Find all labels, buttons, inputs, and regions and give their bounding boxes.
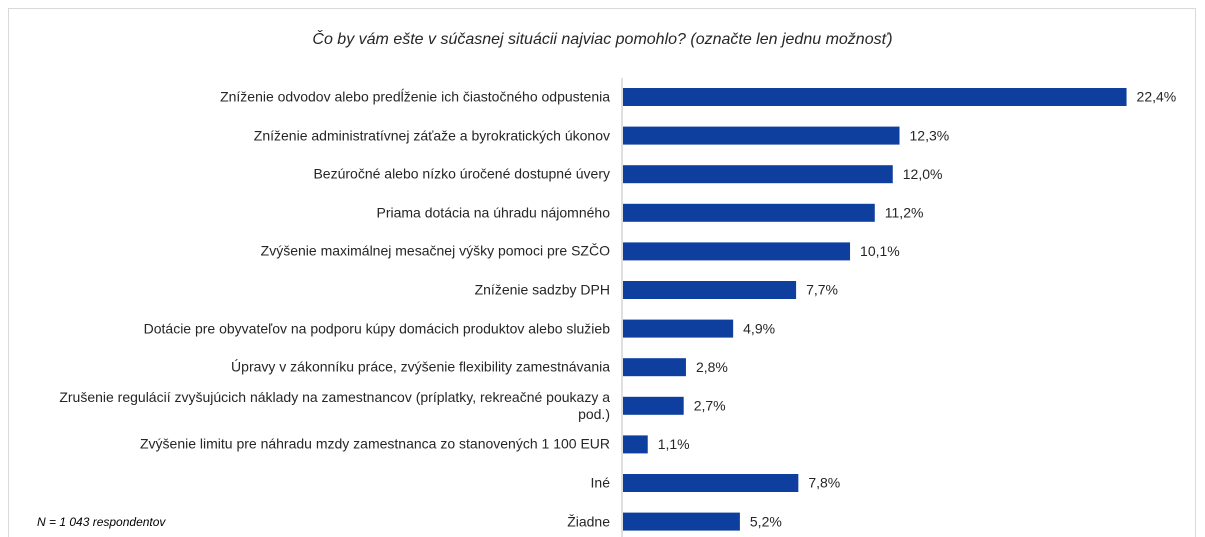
bar bbox=[623, 512, 740, 531]
bar bbox=[623, 281, 797, 299]
chart-title: Čo by vám ešte v súčasnej situácii najvi… bbox=[312, 31, 893, 48]
category-label: Zvýšenie maximálnej mesačnej výšky pomoc… bbox=[260, 242, 610, 259]
bar bbox=[623, 319, 734, 338]
data-label: 12,0% bbox=[903, 166, 943, 182]
data-label: 4,9% bbox=[743, 320, 775, 336]
bar bbox=[623, 242, 851, 261]
data-label: 5,2% bbox=[750, 513, 782, 529]
data-label: 2,8% bbox=[696, 359, 728, 375]
bar bbox=[623, 126, 900, 145]
bar bbox=[623, 358, 686, 377]
category-label: Zrušenie regulácií zvyšujúcich náklady n… bbox=[59, 388, 610, 422]
frame bbox=[8, 8, 1196, 537]
category-label: Zníženie sadzby DPH bbox=[474, 281, 610, 298]
category-label: Zníženie odvodov alebo predĺženie ich či… bbox=[220, 88, 610, 105]
data-label: 10,1% bbox=[860, 243, 900, 259]
data-label: 7,7% bbox=[806, 282, 838, 298]
bar bbox=[623, 435, 648, 454]
note: N = 1 043 respondentov bbox=[37, 515, 166, 529]
category-label: Dotácie pre obyvateľov na podporu kúpy d… bbox=[143, 320, 610, 337]
bar bbox=[623, 474, 799, 492]
category-label: Zvýšenie limitu pre náhradu mzdy zamestn… bbox=[139, 435, 610, 452]
data-label: 12,3% bbox=[910, 127, 950, 143]
data-label: 2,7% bbox=[694, 398, 726, 414]
category-label: Žiadne bbox=[567, 513, 610, 530]
data-label: 22,4% bbox=[1137, 89, 1177, 105]
data-label: 1,1% bbox=[658, 436, 690, 452]
category-label: Bezúročné alebo nízko úročené dostupné ú… bbox=[313, 165, 610, 182]
bar bbox=[623, 88, 1127, 106]
bar bbox=[623, 165, 893, 184]
data-label: 11,2% bbox=[885, 205, 924, 221]
bar bbox=[623, 396, 684, 415]
data-label: 7,8% bbox=[808, 475, 840, 491]
bar bbox=[623, 203, 875, 222]
category-label: Iné bbox=[590, 474, 610, 491]
category-label: Priama dotácia na úhradu nájomného bbox=[376, 204, 611, 221]
category-label: Zníženie administratívnej záťaže a byrok… bbox=[253, 127, 610, 144]
category-label: Úpravy v zákonníku práce, zvýšenie flexi… bbox=[231, 358, 610, 375]
